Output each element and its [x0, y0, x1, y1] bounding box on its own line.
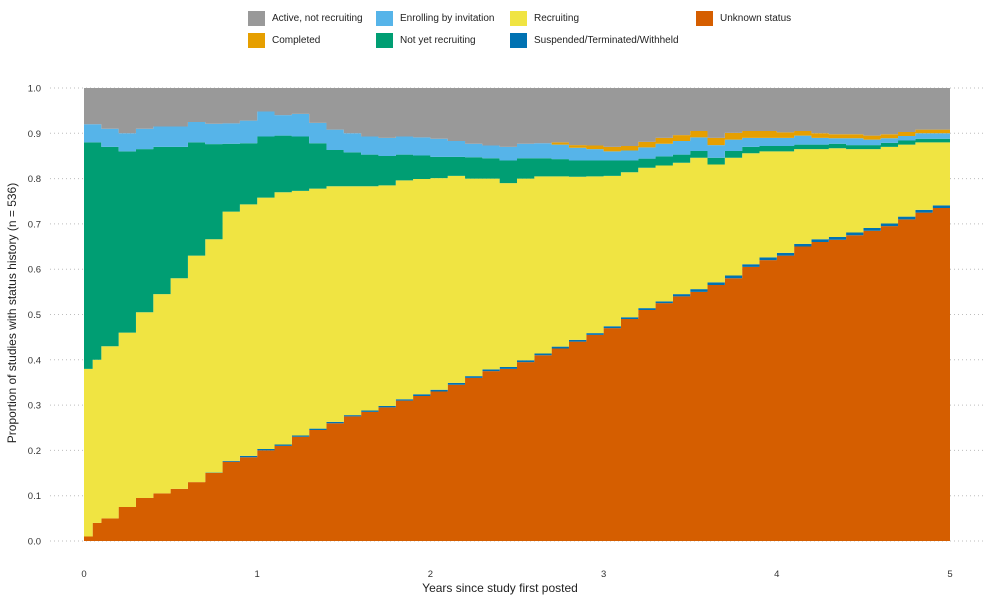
legend-item-not-yet-recruiting: Not yet recruiting [376, 32, 476, 48]
legend-swatch [510, 10, 527, 26]
series-area-active-not-recruiting [84, 88, 950, 147]
x-tick-label: 5 [947, 569, 952, 580]
x-tick-label: 4 [774, 569, 779, 580]
legend-item-completed: Completed [248, 32, 320, 48]
y-tick-label: 0.8 [28, 174, 41, 185]
legend-label: Recruiting [534, 12, 580, 24]
series-area-enrolling-by-invitation [84, 111, 950, 161]
legend-item-suspended-terminated-withheld: Suspended/Terminated/Withheld [510, 32, 679, 48]
legend-swatch [510, 32, 527, 48]
y-tick-label: 0.1 [28, 491, 41, 502]
legend-item-recruiting: Recruiting [510, 10, 579, 26]
legend-label: Suspended/Terminated/Withheld [534, 34, 679, 46]
x-axis-title: Years since study first posted [422, 581, 578, 595]
y-tick-label: 0.6 [28, 265, 41, 276]
legend-label: Unknown status [720, 12, 792, 24]
legend-label: Enrolling by invitation [400, 12, 495, 24]
series-area-recruiting [84, 142, 950, 537]
legend-label: Completed [272, 34, 321, 46]
y-tick-label: 0.5 [28, 310, 41, 321]
legend-swatch [376, 32, 393, 48]
legend-item-unknown-status: Unknown status [696, 10, 791, 26]
x-tick-label: 2 [428, 569, 433, 580]
y-tick-label: 0.7 [28, 219, 41, 230]
legend-item-enrolling-by-invitation: Enrolling by invitation [376, 10, 495, 26]
series-area-suspended-terminated-withheld [84, 200, 950, 537]
y-tick-label: 0.9 [28, 129, 41, 140]
legend-swatch [696, 10, 713, 26]
legend-swatch [248, 32, 265, 48]
y-axis-title: Proportion of studies with status histor… [5, 182, 19, 444]
series-area-unknown-status [84, 203, 950, 541]
series-area-not-yet-recruiting [84, 135, 950, 369]
y-tick-label: 0.3 [28, 401, 41, 412]
y-tick-label: 1.0 [28, 84, 41, 95]
legend-label: Active, not recruiting [272, 12, 363, 24]
y-tick-label: 0.0 [28, 537, 41, 548]
legend-label: Not yet recruiting [400, 34, 476, 46]
legend-swatch [376, 10, 393, 26]
y-tick-label: 0.4 [28, 355, 41, 366]
legend-item-active-not-recruiting: Active, not recruiting [248, 10, 363, 26]
x-tick-label: 1 [255, 569, 260, 580]
x-tick-label: 0 [81, 569, 86, 580]
y-tick-label: 0.2 [28, 446, 41, 457]
legend: Active, not recruiting Completed Enrolli… [248, 10, 848, 50]
legend-swatch [248, 10, 265, 26]
x-tick-label: 3 [601, 569, 606, 580]
